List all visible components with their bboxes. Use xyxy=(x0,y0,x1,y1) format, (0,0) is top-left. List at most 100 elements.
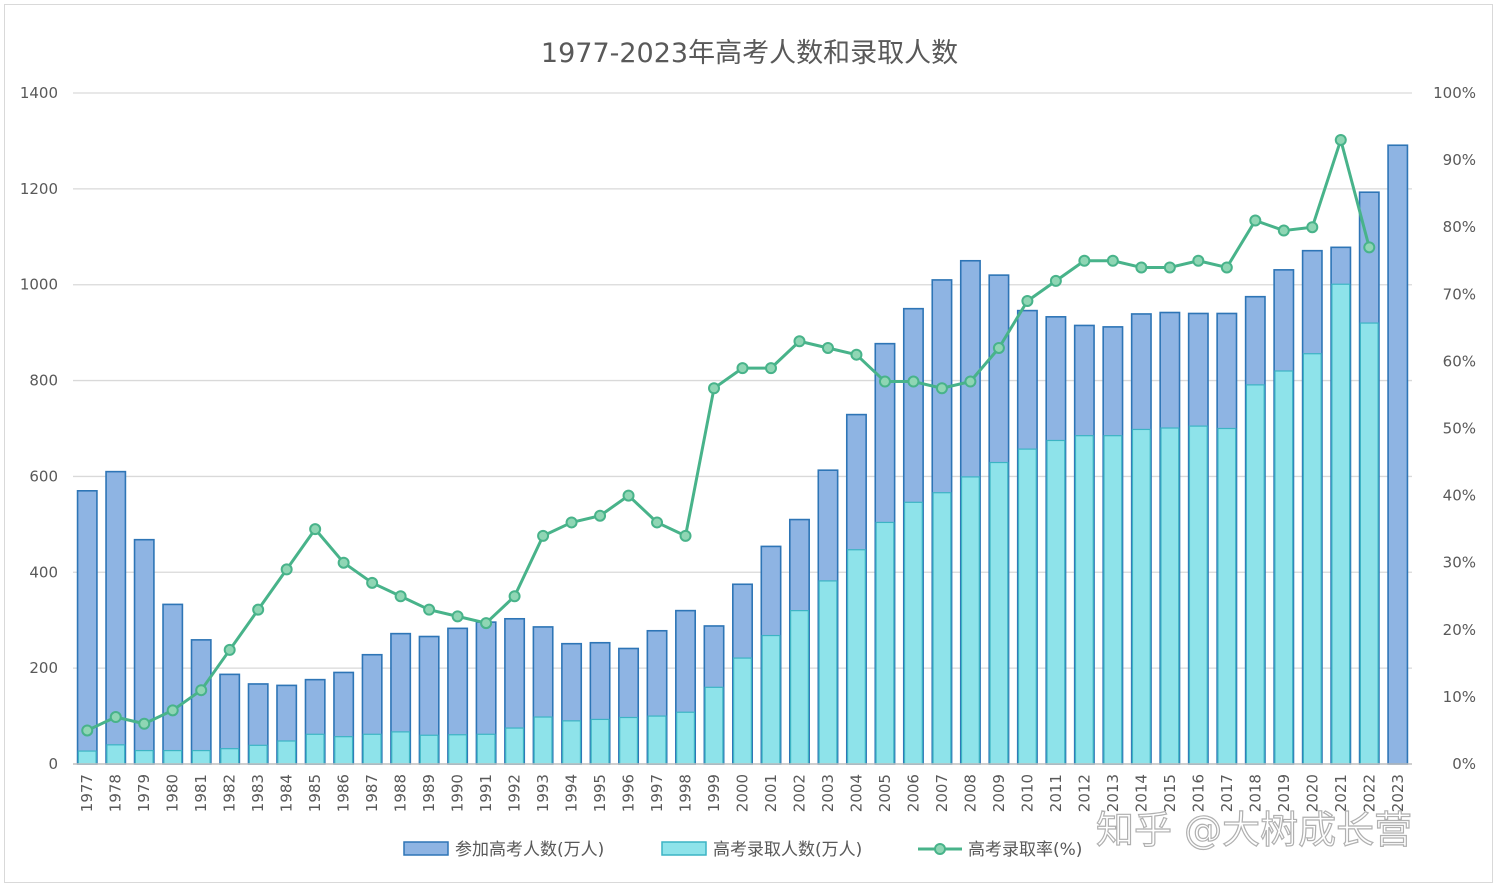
y-left-tick-label: 200 xyxy=(29,659,58,677)
x-tick-label: 2010 xyxy=(1018,774,1036,812)
x-tick-label: 2016 xyxy=(1189,774,1207,812)
point-rate xyxy=(1220,261,1233,274)
x-tick-label: 1992 xyxy=(506,774,524,812)
x-tick-label: 1999 xyxy=(705,774,723,812)
x-tick-label: 1995 xyxy=(591,774,609,812)
point-rate xyxy=(1021,295,1034,308)
point-rate xyxy=(1277,224,1290,237)
x-tick-label: 2015 xyxy=(1161,774,1179,812)
legend-label-participants: 参加高考人数(万人) xyxy=(455,840,604,860)
bar-admitted xyxy=(1074,435,1094,765)
x-tick-label: 1997 xyxy=(648,774,666,812)
bar-admitted xyxy=(191,749,211,765)
bar-admitted xyxy=(77,750,97,765)
bar-admitted xyxy=(1245,384,1265,765)
point-rate xyxy=(736,362,749,375)
x-tick-label: 2007 xyxy=(933,774,951,812)
point-rate xyxy=(594,509,607,522)
y-left-tick-label: 800 xyxy=(29,372,58,390)
point-rate xyxy=(337,556,350,569)
legend-swatch-rate-marker xyxy=(934,843,946,855)
point-rate xyxy=(1192,254,1205,267)
point-rate xyxy=(1135,261,1148,274)
point-rate xyxy=(1106,254,1119,267)
bar-admitted xyxy=(846,549,866,765)
x-tick-label: 1979 xyxy=(135,774,153,812)
x-tick-label: 1988 xyxy=(392,774,410,812)
point-rate xyxy=(565,516,578,529)
bar-admitted xyxy=(590,718,610,765)
point-rate xyxy=(964,375,977,388)
x-tick-label: 1985 xyxy=(306,774,324,812)
point-rate xyxy=(252,603,265,616)
point-rate xyxy=(1334,133,1347,146)
y-left-tick-label: 400 xyxy=(29,563,58,581)
bar-admitted xyxy=(419,734,439,765)
bar-admitted xyxy=(1017,448,1037,765)
bar-admitted xyxy=(362,733,382,765)
bar-participants xyxy=(162,603,184,765)
bar-series xyxy=(76,144,1409,765)
point-rate xyxy=(1049,274,1062,287)
point-rate xyxy=(821,341,834,354)
bar-admitted xyxy=(676,711,696,765)
x-tick-label: 2009 xyxy=(990,774,1008,812)
bar-admitted xyxy=(1302,353,1322,765)
point-rate xyxy=(907,375,920,388)
x-tick-label: 2003 xyxy=(819,774,837,812)
bar-admitted xyxy=(1103,435,1123,765)
x-tick-label: 1993 xyxy=(534,774,552,812)
x-tick-label: 1990 xyxy=(449,774,467,812)
point-rate xyxy=(366,576,379,589)
x-tick-label: 2008 xyxy=(961,774,979,812)
bar-admitted xyxy=(704,686,724,765)
point-rate xyxy=(81,724,94,737)
y-right-tick-label: 90% xyxy=(1443,151,1476,169)
x-tick-label: 1982 xyxy=(221,774,239,812)
x-tick-label: 2002 xyxy=(790,774,808,812)
line-series xyxy=(81,133,1376,737)
point-rate xyxy=(537,529,550,542)
watermark: 知乎 @大树成长营 xyxy=(1096,808,1412,852)
bar-admitted xyxy=(1359,322,1379,765)
point-rate xyxy=(394,590,407,603)
bar-admitted xyxy=(789,610,809,765)
bar-admitted xyxy=(932,492,952,765)
point-rate xyxy=(651,516,664,529)
bar-admitted xyxy=(761,634,781,765)
point-rate xyxy=(451,610,464,623)
x-tick-label: 2019 xyxy=(1275,774,1293,812)
x-tick-label: 1998 xyxy=(677,774,695,812)
point-rate xyxy=(1163,261,1176,274)
bar-admitted xyxy=(163,749,183,765)
y-left-tick-label: 1200 xyxy=(20,180,58,198)
bar-admitted xyxy=(818,580,838,765)
x-tick-label: 2021 xyxy=(1332,774,1350,812)
bar-admitted xyxy=(1160,427,1180,765)
y-left-tick-label: 1000 xyxy=(20,276,58,294)
bar-admitted xyxy=(1331,283,1351,765)
point-rate xyxy=(223,643,236,656)
bar-admitted xyxy=(1188,425,1208,765)
x-tick-label: 1986 xyxy=(335,774,353,812)
chart-title: 1977-2023年高考人数和录取人数 xyxy=(540,38,959,69)
axes: 0 200 400 600 800 1000 1200 1400 0% 10% 20% 30% 40% 5… xyxy=(20,84,1476,812)
bar-admitted xyxy=(619,716,639,765)
bar-admitted xyxy=(533,716,553,765)
x-tick-label: 1991 xyxy=(477,774,495,812)
bar-admitted xyxy=(989,461,1009,765)
y-right-tick-label: 0% xyxy=(1452,755,1476,773)
y-right-tick-label: 100% xyxy=(1433,84,1476,102)
bar-admitted xyxy=(106,744,126,765)
x-tick-label: 2006 xyxy=(904,774,922,812)
x-tick-label: 1978 xyxy=(107,774,125,812)
y-right-tick-label: 40% xyxy=(1443,487,1476,505)
bar-admitted xyxy=(875,521,895,765)
y-right-tick-label: 50% xyxy=(1443,420,1476,438)
point-rate xyxy=(878,375,891,388)
x-tick-label: 1989 xyxy=(420,774,438,812)
point-rate xyxy=(309,523,322,536)
point-rate xyxy=(280,563,293,576)
x-tick-label: 2012 xyxy=(1075,774,1093,812)
